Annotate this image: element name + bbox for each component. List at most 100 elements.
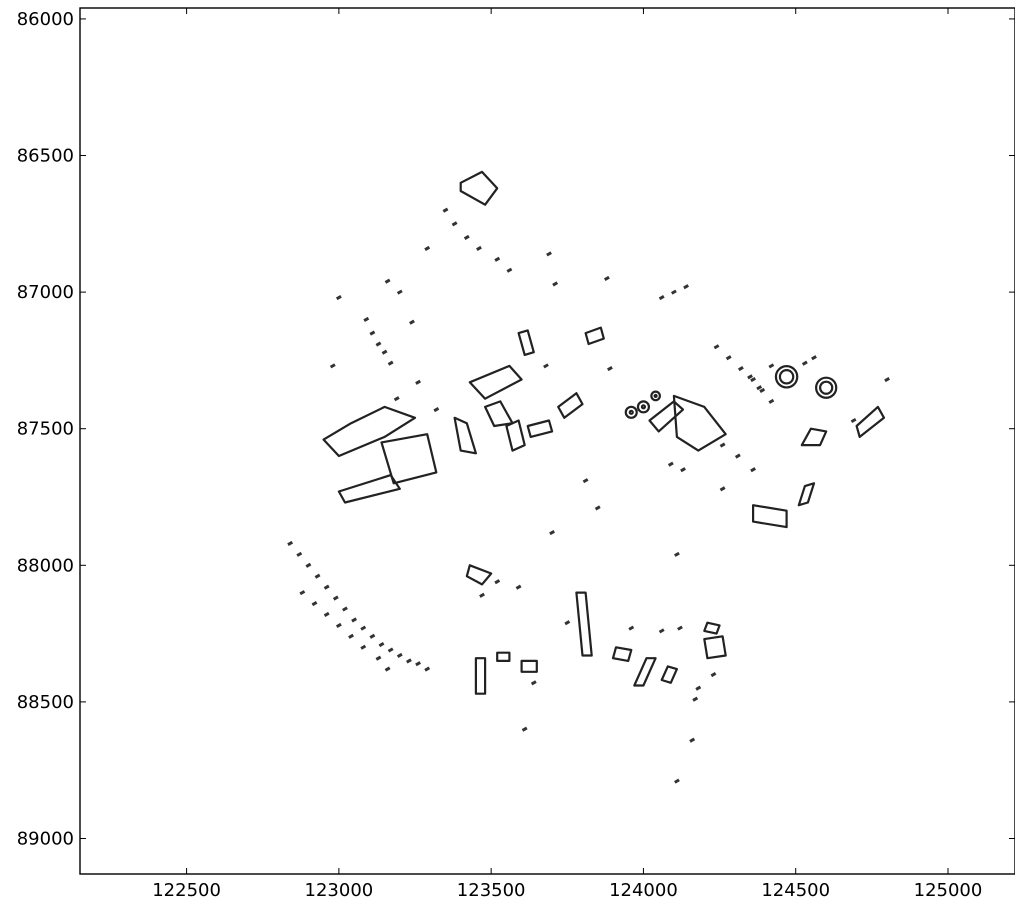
- small-feature-40: [683, 284, 689, 290]
- building-outline-14: [751, 504, 788, 529]
- plot-background: [80, 8, 1015, 874]
- small-feature-57: [692, 696, 699, 702]
- x-tick-label-3: 124000: [609, 880, 678, 901]
- small-feature-43: [737, 366, 744, 372]
- small-feature-33: [494, 256, 501, 262]
- building-outline-23: [660, 665, 679, 684]
- building-outline-18: [520, 659, 538, 673]
- small-feature-16: [299, 590, 306, 596]
- ring-inner-outline-4: [653, 393, 658, 399]
- small-feature-66: [543, 363, 549, 369]
- small-feature-60: [689, 737, 696, 743]
- small-feature-73: [396, 289, 403, 295]
- small-feature-68: [433, 407, 440, 413]
- building-outline-13: [855, 405, 886, 438]
- small-feature-63: [530, 680, 537, 686]
- small-feature-17: [311, 600, 318, 607]
- small-feature-20: [348, 633, 354, 639]
- y-tick-label-1: 86500: [17, 146, 74, 167]
- small-feature-30: [451, 221, 458, 227]
- building-outline-20: [474, 657, 487, 695]
- building-outline-25: [703, 621, 721, 635]
- ring-inner-outline-1: [819, 380, 834, 395]
- small-feature-28: [387, 360, 394, 366]
- building-outline-24: [703, 635, 727, 660]
- small-feature-78: [811, 355, 817, 361]
- building-outline-0: [322, 405, 417, 458]
- small-feature-21: [360, 644, 367, 650]
- ring-outline-2: [636, 400, 651, 414]
- ring-outline-0: [774, 365, 799, 389]
- small-feature-29: [442, 207, 449, 213]
- small-feature-76: [409, 319, 415, 325]
- small-feature-64: [582, 478, 589, 484]
- ring-outline-1: [815, 376, 838, 399]
- small-feature-15: [424, 666, 431, 672]
- building-outline-12: [648, 400, 685, 433]
- building-outline-21: [611, 646, 633, 663]
- small-feature-11: [387, 647, 394, 653]
- building-outline-19: [496, 651, 511, 663]
- small-feature-2: [305, 562, 312, 568]
- small-feature-44: [750, 376, 756, 383]
- small-feature-5: [332, 595, 339, 601]
- small-feature-70: [415, 379, 421, 385]
- small-feature-13: [406, 658, 412, 664]
- small-feature-25: [369, 330, 376, 336]
- small-feature-34: [506, 267, 513, 273]
- small-feature-1: [296, 551, 303, 557]
- building-outline-22: [633, 657, 657, 687]
- small-feature-48: [734, 453, 741, 459]
- small-feature-82: [884, 376, 890, 383]
- small-feature-32: [476, 245, 482, 251]
- small-feature-19: [335, 622, 342, 628]
- small-feature-26: [375, 341, 382, 347]
- small-feature-7: [351, 617, 358, 623]
- tick-layer: 122500 123000 123500 124000 124500 125000 8600…: [17, 8, 1015, 901]
- small-feature-84: [680, 467, 686, 473]
- plot-frame: [79, 7, 1015, 875]
- building-outline-17: [465, 564, 493, 586]
- small-feature-62: [564, 620, 571, 626]
- y-tick-label-3: 87500: [17, 419, 74, 440]
- small-feature-12: [396, 652, 403, 659]
- small-feature-8: [360, 625, 367, 631]
- feature-layer: [287, 170, 890, 784]
- building-outline-27: [517, 329, 535, 356]
- small-feature-45: [759, 387, 766, 394]
- small-feature-77: [801, 360, 808, 366]
- small-feature-86: [515, 584, 522, 590]
- small-feature-31: [463, 234, 470, 241]
- small-feature-39: [670, 289, 677, 295]
- x-tick-label-4: 124500: [761, 880, 830, 901]
- y-tick-label-4: 88000: [17, 555, 74, 576]
- building-outline-10: [575, 591, 593, 657]
- building-outline-2: [337, 474, 401, 504]
- ring-inner-outline-0: [778, 369, 795, 385]
- building-outline-8: [557, 392, 584, 419]
- small-feature-22: [375, 655, 382, 661]
- small-feature-24: [363, 316, 370, 322]
- building-outline-16: [797, 482, 816, 507]
- small-feature-36: [552, 281, 559, 287]
- small-feature-67: [607, 366, 613, 372]
- small-feature-9: [369, 633, 376, 639]
- small-feature-55: [710, 672, 717, 678]
- small-feature-46: [768, 398, 775, 404]
- building-outline-6: [505, 419, 526, 452]
- y-tick-label-2: 87000: [17, 282, 74, 303]
- small-feature-79: [747, 374, 753, 380]
- x-tick-label-0: 122500: [152, 880, 221, 901]
- small-feature-27: [381, 349, 388, 355]
- small-feature-54: [677, 625, 683, 631]
- ring-outline-3: [624, 405, 638, 419]
- building-outline-15: [800, 427, 828, 447]
- small-feature-58: [521, 726, 528, 732]
- ring-inner-outline-3: [628, 409, 634, 415]
- ring-inner-outline-2: [640, 404, 647, 410]
- small-feature-37: [603, 275, 610, 282]
- small-feature-83: [850, 417, 857, 424]
- y-tick-label-6: 89000: [17, 828, 74, 849]
- small-feature-87: [494, 579, 501, 585]
